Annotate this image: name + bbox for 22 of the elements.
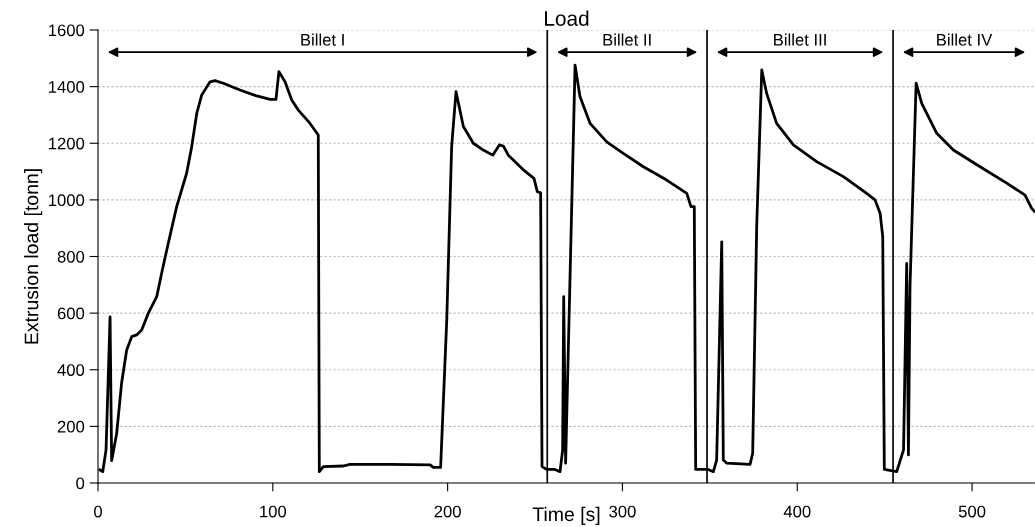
- y-tick-label: 600: [57, 307, 85, 320]
- annotation: Billet IV: [937, 33, 993, 46]
- y-tick-label: 800: [57, 250, 85, 263]
- y-tick-label: 0: [76, 477, 85, 490]
- x-tick-label: 200: [434, 505, 461, 518]
- annotation: Billet III: [774, 33, 826, 46]
- x-tick-label: 0: [94, 505, 102, 518]
- y-tick-label: 1200: [49, 137, 85, 150]
- x-tick-label: 400: [783, 505, 811, 518]
- chart-title: Load: [545, 10, 589, 26]
- annotation: Billet II: [603, 33, 651, 46]
- y-tick-label: 200: [57, 420, 85, 433]
- x-tick-label: 100: [260, 505, 287, 518]
- annotation: Billet I: [301, 33, 344, 46]
- y-axis-title: Extrusion load [tonn]: [24, 169, 43, 344]
- x-tick-label: 300: [609, 505, 636, 518]
- x-axis-title: Time [s]: [532, 506, 600, 525]
- y-tick-label: 1400: [49, 81, 85, 93]
- y-tick-label: 1000: [49, 194, 85, 207]
- y-tick-label: 1600: [49, 24, 85, 37]
- y-tick-label: 400: [57, 364, 85, 376]
- x-tick-label: 500: [958, 505, 986, 518]
